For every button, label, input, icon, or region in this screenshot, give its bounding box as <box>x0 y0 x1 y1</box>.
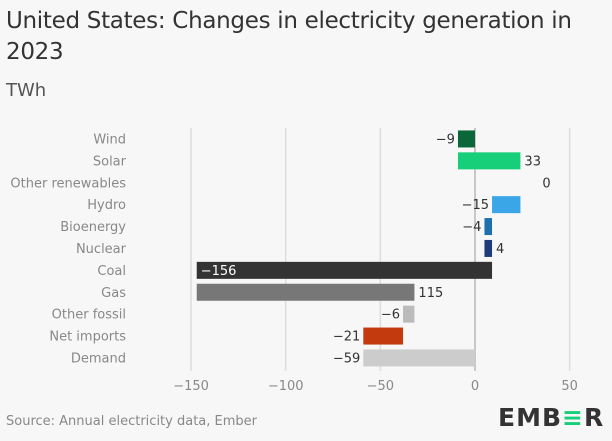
x-tick-label: 0 <box>471 379 479 394</box>
category-label: Other renewables <box>10 176 126 191</box>
ember-logo: EMB≡R <box>498 403 605 432</box>
x-tick-label: 50 <box>561 379 578 394</box>
x-tick-label: −150 <box>173 379 209 394</box>
data-label: −21 <box>333 330 360 345</box>
bar-coal <box>196 261 493 279</box>
chart-subtitle: TWh <box>6 80 47 101</box>
data-label: 0 <box>542 176 550 191</box>
bar-gas <box>196 283 415 301</box>
bar-demand <box>363 349 475 367</box>
source-note: Source: Annual electricity data, Ember <box>6 414 257 429</box>
category-label: Other fossil <box>52 308 126 323</box>
category-label: Wind <box>93 132 126 147</box>
category-label: Gas <box>101 286 126 301</box>
category-label: Hydro <box>87 198 126 213</box>
bar-other-fossil <box>403 305 415 323</box>
data-label: −9 <box>436 132 455 147</box>
bar-solar <box>457 152 521 170</box>
bar-bioenergy <box>484 218 493 236</box>
data-label: −4 <box>462 220 481 235</box>
data-label: −156 <box>201 264 237 279</box>
category-label: Nuclear <box>76 242 127 257</box>
data-label: 33 <box>524 154 541 169</box>
category-label: Bioenergy <box>60 220 126 235</box>
x-tick-label: −50 <box>367 379 394 394</box>
bar-nuclear <box>484 239 493 257</box>
data-label: −15 <box>462 198 489 213</box>
category-label: Coal <box>97 264 126 279</box>
x-tick-label: −100 <box>268 379 304 394</box>
data-label: 115 <box>418 286 443 301</box>
chart-title: United States: Changes in electricity ge… <box>6 8 572 65</box>
data-label: 4 <box>496 242 504 257</box>
category-label: Demand <box>71 351 126 366</box>
bar-wind <box>457 130 475 148</box>
data-label: −59 <box>333 351 360 366</box>
category-label: Net imports <box>49 330 126 345</box>
bar-net-imports <box>363 327 404 345</box>
category-label: Solar <box>93 154 127 169</box>
bar-hydro <box>492 196 521 214</box>
data-label: −6 <box>381 308 400 323</box>
